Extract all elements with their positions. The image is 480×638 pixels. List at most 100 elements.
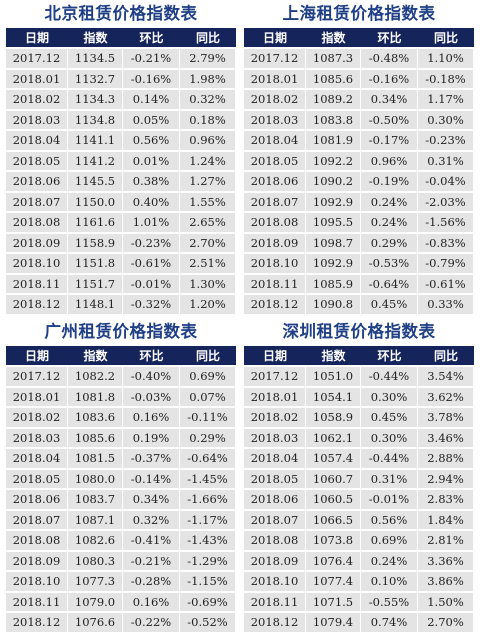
cell-index: 1134.3 <box>68 90 123 111</box>
cell-mom: 0.19% <box>123 428 180 449</box>
cell-index: 1085.9 <box>306 274 361 295</box>
cell-mom: 0.40% <box>123 192 180 213</box>
column-header-mom: 环比 <box>361 346 418 367</box>
table-row: 2018.12 1079.4 0.74% 2.70% <box>244 613 474 634</box>
table-row: 2018.11 1071.5 -0.55% 1.50% <box>244 592 474 613</box>
cell-mom: 0.16% <box>123 592 180 613</box>
cell-index: 1073.8 <box>306 531 361 552</box>
cell-yoy: -1.29% <box>180 551 236 572</box>
cell-yoy: 2.65% <box>180 213 236 234</box>
cell-mom: 0.69% <box>361 531 418 552</box>
cell-mom: -0.22% <box>123 613 180 634</box>
table-row: 2018.01 1085.6 -0.16% -0.18% <box>244 69 474 90</box>
cell-index: 1082.2 <box>68 367 123 388</box>
cell-index: 1151.8 <box>68 254 123 275</box>
cell-index: 1132.7 <box>68 69 123 90</box>
cell-date: 2018.02 <box>6 90 68 111</box>
cell-date: 2018.04 <box>244 449 306 470</box>
cell-mom: 0.14% <box>123 90 180 111</box>
table-row: 2018.12 1148.1 -0.32% 1.20% <box>6 295 236 316</box>
column-header-yoy: 同比 <box>180 346 236 367</box>
table-row: 2017.12 1082.2 -0.40% 0.69% <box>6 367 236 388</box>
table-row: 2018.05 1092.2 0.96% 0.31% <box>244 151 474 172</box>
cell-mom: 0.01% <box>123 151 180 172</box>
cell-yoy: 1.30% <box>180 274 236 295</box>
cell-mom: -0.21% <box>123 551 180 572</box>
column-header-index: 指数 <box>68 346 123 367</box>
table-row: 2018.02 1058.9 0.45% 3.78% <box>244 408 474 429</box>
table-title: 广州租赁价格指数表 <box>44 322 198 341</box>
cell-yoy: 1.17% <box>418 90 474 111</box>
cell-index: 1151.7 <box>68 274 123 295</box>
cell-date: 2018.11 <box>244 592 306 613</box>
cell-date: 2018.08 <box>244 531 306 552</box>
table-row: 2018.11 1151.7 -0.01% 1.30% <box>6 274 236 295</box>
cell-index: 1083.8 <box>306 110 361 131</box>
table-row: 2018.07 1150.0 0.40% 1.55% <box>6 192 236 213</box>
table-row: 2018.04 1141.1 0.56% 0.96% <box>6 131 236 152</box>
cell-date: 2018.04 <box>6 449 68 470</box>
table-row: 2018.11 1079.0 0.16% -0.69% <box>6 592 236 613</box>
cell-index: 1141.2 <box>68 151 123 172</box>
cell-date: 2018.08 <box>6 531 68 552</box>
cell-date: 2018.10 <box>244 254 306 275</box>
cell-mom: -0.19% <box>361 172 418 193</box>
table-row: 2018.06 1145.5 0.38% 1.27% <box>6 172 236 193</box>
cell-date: 2018.02 <box>6 408 68 429</box>
cell-date: 2018.08 <box>6 213 68 234</box>
cell-date: 2018.11 <box>6 274 68 295</box>
cell-mom: -0.32% <box>123 295 180 316</box>
cell-date: 2018.11 <box>244 274 306 295</box>
cell-yoy: 0.18% <box>180 110 236 131</box>
cell-date: 2018.09 <box>244 551 306 572</box>
cell-mom: 1.01% <box>123 213 180 234</box>
cell-date: 2018.02 <box>244 408 306 429</box>
table-header-row: 日期 指数 环比 同比 <box>6 28 236 49</box>
cell-index: 1057.4 <box>306 449 361 470</box>
cell-date: 2018.01 <box>6 387 68 408</box>
cell-yoy: 0.33% <box>418 295 474 316</box>
cell-date: 2018.01 <box>6 69 68 90</box>
cell-date: 2018.06 <box>244 172 306 193</box>
cell-index: 1134.5 <box>68 49 123 70</box>
cell-mom: 0.56% <box>123 131 180 152</box>
table-row: 2018.02 1083.6 0.16% -0.11% <box>6 408 236 429</box>
cell-mom: -0.64% <box>361 274 418 295</box>
cell-date: 2018.01 <box>244 387 306 408</box>
cell-mom: 0.31% <box>361 469 418 490</box>
cell-yoy: 3.54% <box>418 367 474 388</box>
column-header-index: 指数 <box>68 28 123 49</box>
cell-index: 1081.9 <box>306 131 361 152</box>
cell-date: 2017.12 <box>6 49 68 70</box>
cell-yoy: -0.52% <box>180 613 236 634</box>
table-row: 2018.07 1066.5 0.56% 1.84% <box>244 510 474 531</box>
table-row: 2018.10 1077.4 0.10% 3.86% <box>244 572 474 593</box>
cell-yoy: 2.81% <box>418 531 474 552</box>
column-header-mom: 环比 <box>123 346 180 367</box>
cell-index: 1081.8 <box>68 387 123 408</box>
cell-index: 1079.4 <box>306 613 361 634</box>
cell-index: 1054.1 <box>306 387 361 408</box>
cell-index: 1062.1 <box>306 428 361 449</box>
cell-yoy: 2.70% <box>180 233 236 254</box>
table-row: 2018.08 1073.8 0.69% 2.81% <box>244 531 474 552</box>
shanghai-panel: 上海租赁价格指数表 日期 指数 环比 同比 2017.12 1087.3 -0.48% 1.… <box>244 0 474 316</box>
cell-mom: 0.56% <box>361 510 418 531</box>
cell-index: 1071.5 <box>306 592 361 613</box>
cell-date: 2018.07 <box>6 510 68 531</box>
column-header-date: 日期 <box>244 346 306 367</box>
cell-date: 2017.12 <box>6 367 68 388</box>
cell-yoy: -1.45% <box>180 469 236 490</box>
cell-mom: -0.48% <box>361 49 418 70</box>
cell-date: 2018.06 <box>244 490 306 511</box>
cell-mom: 0.16% <box>123 408 180 429</box>
column-header-date: 日期 <box>6 28 68 49</box>
cell-yoy: 2.51% <box>180 254 236 275</box>
cell-index: 1058.9 <box>306 408 361 429</box>
cell-index: 1083.6 <box>68 408 123 429</box>
cell-date: 2018.05 <box>6 151 68 172</box>
cell-date: 2018.03 <box>244 428 306 449</box>
rent-index-table: 日期 指数 环比 同比 2017.12 1087.3 -0.48% 1.10% 2018.01… <box>244 28 474 316</box>
cell-yoy: 1.24% <box>180 151 236 172</box>
cell-yoy: 2.88% <box>418 449 474 470</box>
